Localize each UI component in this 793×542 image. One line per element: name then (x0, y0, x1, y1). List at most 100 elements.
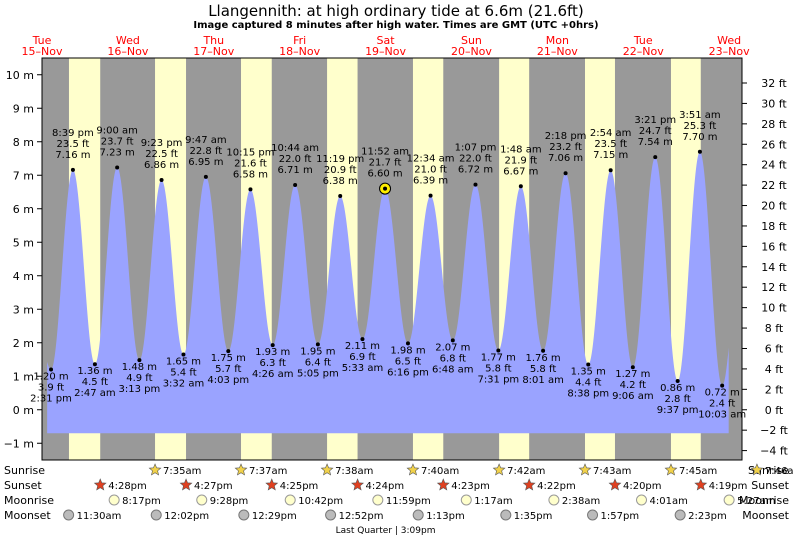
sunset-icon (93, 478, 107, 491)
low-tide-time-label: 6:48 am (432, 364, 474, 375)
low-tide-ft-label: 6.8 ft (440, 353, 466, 364)
sunrise-time: 7:45am (679, 466, 717, 477)
high-tide-point (608, 168, 613, 173)
high-tide-ft-label: 22.0 ft (279, 154, 312, 165)
low-tide-time-label: 5:05 pm (297, 368, 339, 379)
high-tide-time-label: 3:51 am (679, 110, 721, 121)
astro-row-label-left: Sunset (4, 479, 42, 492)
day-name-label: Mon (546, 34, 569, 47)
day-name-label: Tue (633, 34, 653, 47)
low-tide-m-label: 2.11 m (345, 341, 380, 352)
low-tide-point (181, 352, 186, 357)
y-left-tick-label: 10 m (6, 69, 34, 82)
sunset-time: 4:27pm (194, 481, 233, 492)
sunset-time: 4:20pm (623, 481, 662, 492)
sunrise-time: 7:43am (593, 466, 631, 477)
sunrise-icon (406, 463, 420, 476)
low-tide-point (92, 362, 97, 367)
low-tide-time-label: 10:03 am (698, 410, 746, 421)
high-tide-time-label: 3:21 pm (634, 115, 676, 126)
sunset-time: 4:24pm (366, 481, 405, 492)
moonset-icon (63, 509, 75, 521)
high-tide-point (653, 155, 658, 160)
high-tide-m-label: 7.70 m (682, 132, 717, 143)
day-name-label: Thu (202, 34, 224, 47)
low-tide-ft-label: 6.9 ft (349, 352, 375, 363)
low-tide-time-label: 8:01 am (522, 375, 564, 386)
high-tide-m-label: 6.67 m (503, 166, 538, 177)
y-right-tick-label: 32 ft (761, 77, 787, 90)
high-tide-point (518, 184, 523, 189)
low-tide-point (360, 337, 365, 342)
low-tide-m-label: 1.36 m (77, 366, 112, 377)
day-name-label: Fri (293, 34, 306, 47)
moonset-icon (150, 509, 162, 521)
high-tide-time-label: 10:44 am (271, 143, 319, 154)
low-tide-time-label: 7:31 pm (477, 374, 519, 385)
y-left-tick-label: 1 m (13, 370, 34, 383)
high-tide-point (70, 167, 75, 172)
low-tide-ft-label: 3.9 ft (38, 383, 64, 394)
high-tide-time-label: 1:07 pm (455, 143, 497, 154)
low-tide-point (630, 365, 635, 370)
low-tide-point (586, 362, 591, 367)
low-tide-ft-label: 5.8 ft (485, 363, 511, 374)
low-tide-time-label: 9:37 pm (657, 405, 699, 416)
moonset-icon (587, 509, 599, 521)
low-tide-ft-label: 4.4 ft (575, 378, 601, 389)
low-tide-m-label: 1.35 m (571, 367, 606, 378)
moonset-icon (412, 509, 424, 521)
chart-subtitle: Image captured 8 minutes after high wate… (193, 20, 598, 31)
low-tide-point (137, 358, 142, 363)
low-tide-ft-label: 6.4 ft (305, 357, 331, 368)
y-left-tick-label: 2 m (13, 337, 34, 350)
high-tide-ft-label: 22.8 ft (190, 146, 223, 157)
sunrise-time: 7:40am (421, 466, 459, 477)
high-tide-point (428, 193, 433, 198)
sunrise-icon (492, 463, 506, 476)
y-left-tick-label: 9 m (13, 102, 34, 115)
y-right-tick-label: 22 ft (761, 179, 787, 192)
moonset-time: 2:23pm (688, 511, 727, 522)
sunrise-time: 7:35am (163, 466, 201, 477)
sunrise-time: 7:37am (249, 466, 287, 477)
y-left-tick-label: 7 m (13, 169, 34, 182)
high-tide-ft-label: 23.5 ft (594, 139, 627, 150)
y-left-tick-label: 8 m (13, 136, 34, 149)
high-tide-point (293, 182, 298, 187)
low-tide-m-label: 1.65 m (166, 356, 201, 367)
sunrise-icon (578, 463, 592, 476)
y-right-tick-label: 8 ft (765, 322, 784, 335)
day-name-label: Wed (116, 34, 140, 47)
astro-row-label-left: Moonrise (4, 494, 54, 507)
moonrise-icon (372, 494, 384, 506)
low-tide-ft-label: 2.4 ft (709, 399, 735, 410)
low-tide-time-label: 6:16 pm (387, 367, 429, 378)
y-right-tick-label: 24 ft (761, 159, 787, 172)
moonset-time: 11:30am (77, 511, 122, 522)
chart-title: Llangennith: at high ordinary tide at 6.… (208, 2, 584, 20)
low-tide-point (49, 367, 54, 372)
sunset-time: 4:22pm (537, 481, 576, 492)
day-date-label: 16–Nov (107, 45, 148, 58)
high-tide-ft-label: 23.2 ft (549, 142, 582, 153)
y-right-tick-label: 4 ft (765, 363, 784, 376)
y-left-tick-label: 6 m (13, 203, 34, 216)
plot-frame (41, 57, 743, 461)
low-tide-m-label: 0.86 m (660, 383, 695, 394)
y-right-tick-label: −2 ft (760, 424, 788, 437)
high-tide-point (159, 177, 164, 182)
high-tide-m-label: 6.72 m (458, 165, 493, 176)
y-left-tick-label: 5 m (13, 236, 34, 249)
tide-curve-area (47, 151, 729, 434)
day-date-label: 15–Nov (22, 45, 63, 58)
moonset-time: 12:52pm (339, 511, 384, 522)
high-tide-m-label: 7.54 m (638, 137, 673, 148)
low-tide-point (496, 348, 501, 353)
day-date-label: 23–Nov (709, 45, 750, 58)
low-tide-time-label: 9:06 am (612, 391, 654, 402)
high-tide-point (248, 187, 253, 192)
